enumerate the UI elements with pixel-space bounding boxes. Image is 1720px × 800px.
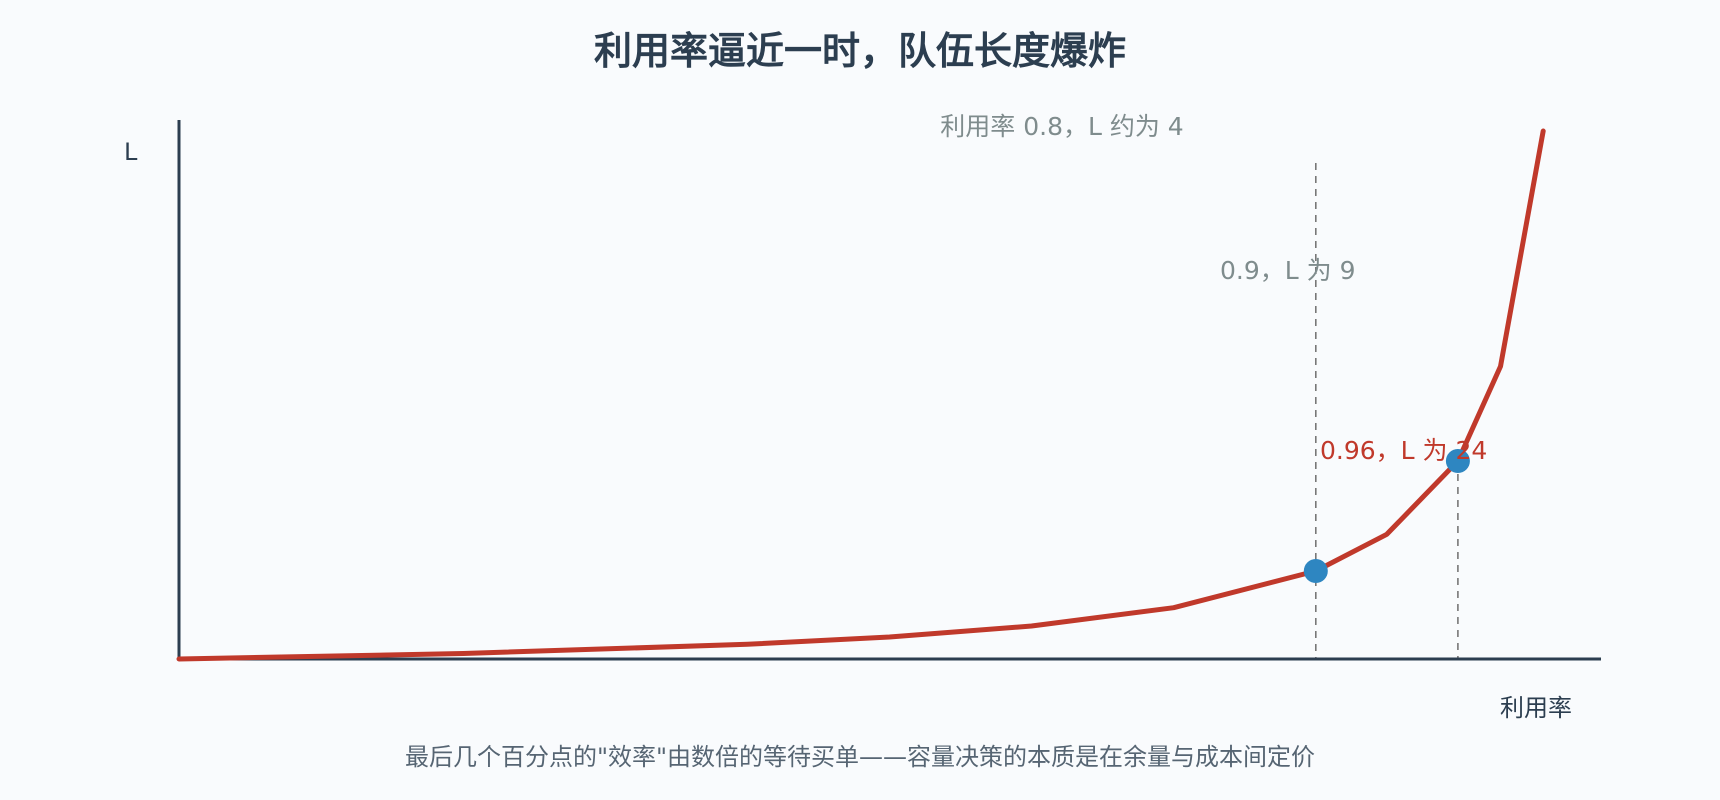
- x-axis-label: 利用率: [1500, 694, 1572, 722]
- series-line-l-vs-utilization: [176, 128, 1546, 662]
- data-point-1: [1445, 449, 1470, 473]
- y-axis-label: L: [124, 138, 138, 166]
- data-point-0: [1303, 559, 1328, 583]
- annotation-utilization-0-8: 利用率 0.8，L 约为 4: [940, 112, 1183, 141]
- reference-lines: [1315, 163, 1459, 659]
- annotation-utilization-0-96: 0.96，L 为 24: [1320, 436, 1487, 465]
- highlight-points: [1303, 449, 1470, 583]
- chart-title: 利用率逼近一时，队伍长度爆炸: [594, 29, 1126, 73]
- chart-caption: 最后几个百分点的"效率"由数倍的等待买单——容量决策的本质是在余量与成本间定价: [405, 743, 1315, 771]
- annotation-utilization-0-9: 0.9，L 为 9: [1220, 256, 1356, 285]
